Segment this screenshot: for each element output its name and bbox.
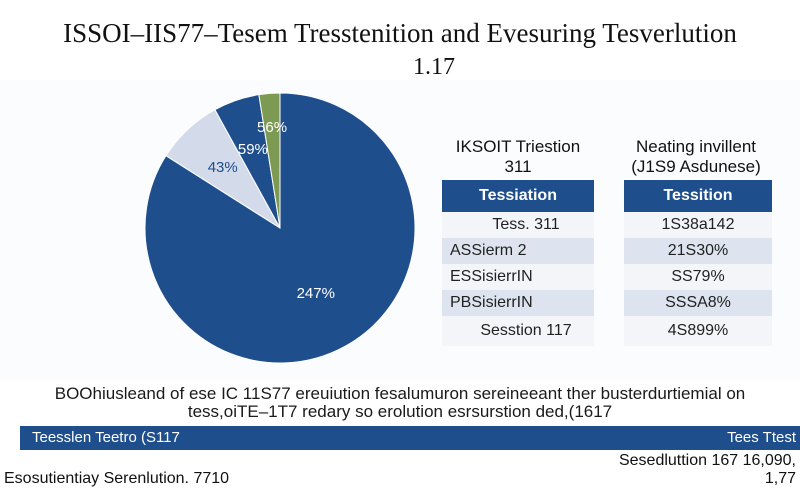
left-table-title-line1: IKSOIT Triestion [455, 137, 581, 156]
footnote-line2: tess,oiTE–1T7 redary so erolution esrsur… [187, 402, 613, 421]
summary-right-line2: 1,77 [764, 470, 796, 487]
right-table-cell: 4S899% [667, 322, 729, 339]
right-table-header-row: Tessition [624, 180, 772, 212]
table-row: Tess. 311 [442, 212, 594, 238]
chart-title: ISSOI–IIS77–Tesem Tresstenition and Eves… [63, 18, 737, 48]
table-row: ESSisierrIN [442, 264, 594, 290]
pie-chart: 247% 43%59% 56% [144, 92, 416, 364]
right-table-header: Tessition [663, 187, 733, 204]
left-table-cell: PBSisierrIN [450, 294, 533, 311]
left-table-title-line2: 311 [504, 157, 532, 176]
right-table-title: Neating invillent (J1S9 Asdunese) [620, 137, 772, 177]
chart-subtitle: 1.17 [413, 54, 455, 80]
table-row: 4S899% [624, 316, 772, 346]
summary-left: Esosutientiay Serenlution. 7710 [4, 470, 230, 487]
bottom-bar: Teesslen Teetro (S117 Tees Ttest [20, 426, 800, 450]
table-row: ASSierm 2 [442, 238, 594, 264]
table-row: SS79% [624, 264, 772, 290]
bottom-bar-left-label: Teesslen Teetro (S117 [32, 429, 180, 446]
right-table-title-line1: Neating invillent [635, 137, 756, 156]
right-table-cell: SSSA8% [665, 294, 731, 311]
left-table-title: IKSOIT Triestion 311 [442, 137, 594, 177]
pie-slice-label: 43% [208, 159, 238, 176]
bottom-bar-right-label: Tees Ttest [727, 429, 796, 446]
table-row: SSSA8% [624, 290, 772, 316]
left-table-header-row: Tessiation [442, 180, 594, 212]
table-row: 21S30% [624, 238, 772, 264]
left-table: Tessiation Tess. 311 ASSierm 2 ESSisierr… [442, 180, 594, 346]
table-row: Sesstion 117 [442, 316, 594, 346]
pie-slice [258, 92, 281, 229]
right-table-cell: SS79% [671, 268, 725, 285]
right-table: Tessition 1S38a142 21S30% SS79% SSSA8% 4… [624, 180, 772, 346]
right-table-cell: 1S38a142 [661, 216, 735, 233]
table-row: PBSisierrIN [442, 290, 594, 316]
left-table-header: Tessiation [479, 187, 557, 204]
pie-slice-label: 56% [257, 119, 287, 136]
footnote-line1: BOOhiusleand of ese IC 11S77 ereuiution … [54, 384, 746, 403]
summary-right-line1: Sesedluttion 167 16,090, [618, 452, 796, 469]
left-table-cell: Tess. 311 [492, 216, 560, 233]
right-table-title-line2: (J1S9 Asdunese) [631, 157, 761, 176]
left-table-cell: ESSisierrIN [450, 268, 533, 285]
pie-slice-label: 247% [297, 285, 335, 302]
pie-slice-label: 59% [238, 141, 268, 158]
table-row: 1S38a142 [624, 212, 772, 238]
right-table-cell: 21S30% [667, 242, 729, 259]
left-table-cell: ASSierm 2 [450, 242, 527, 259]
left-table-cell: Sesstion 117 [480, 322, 572, 339]
